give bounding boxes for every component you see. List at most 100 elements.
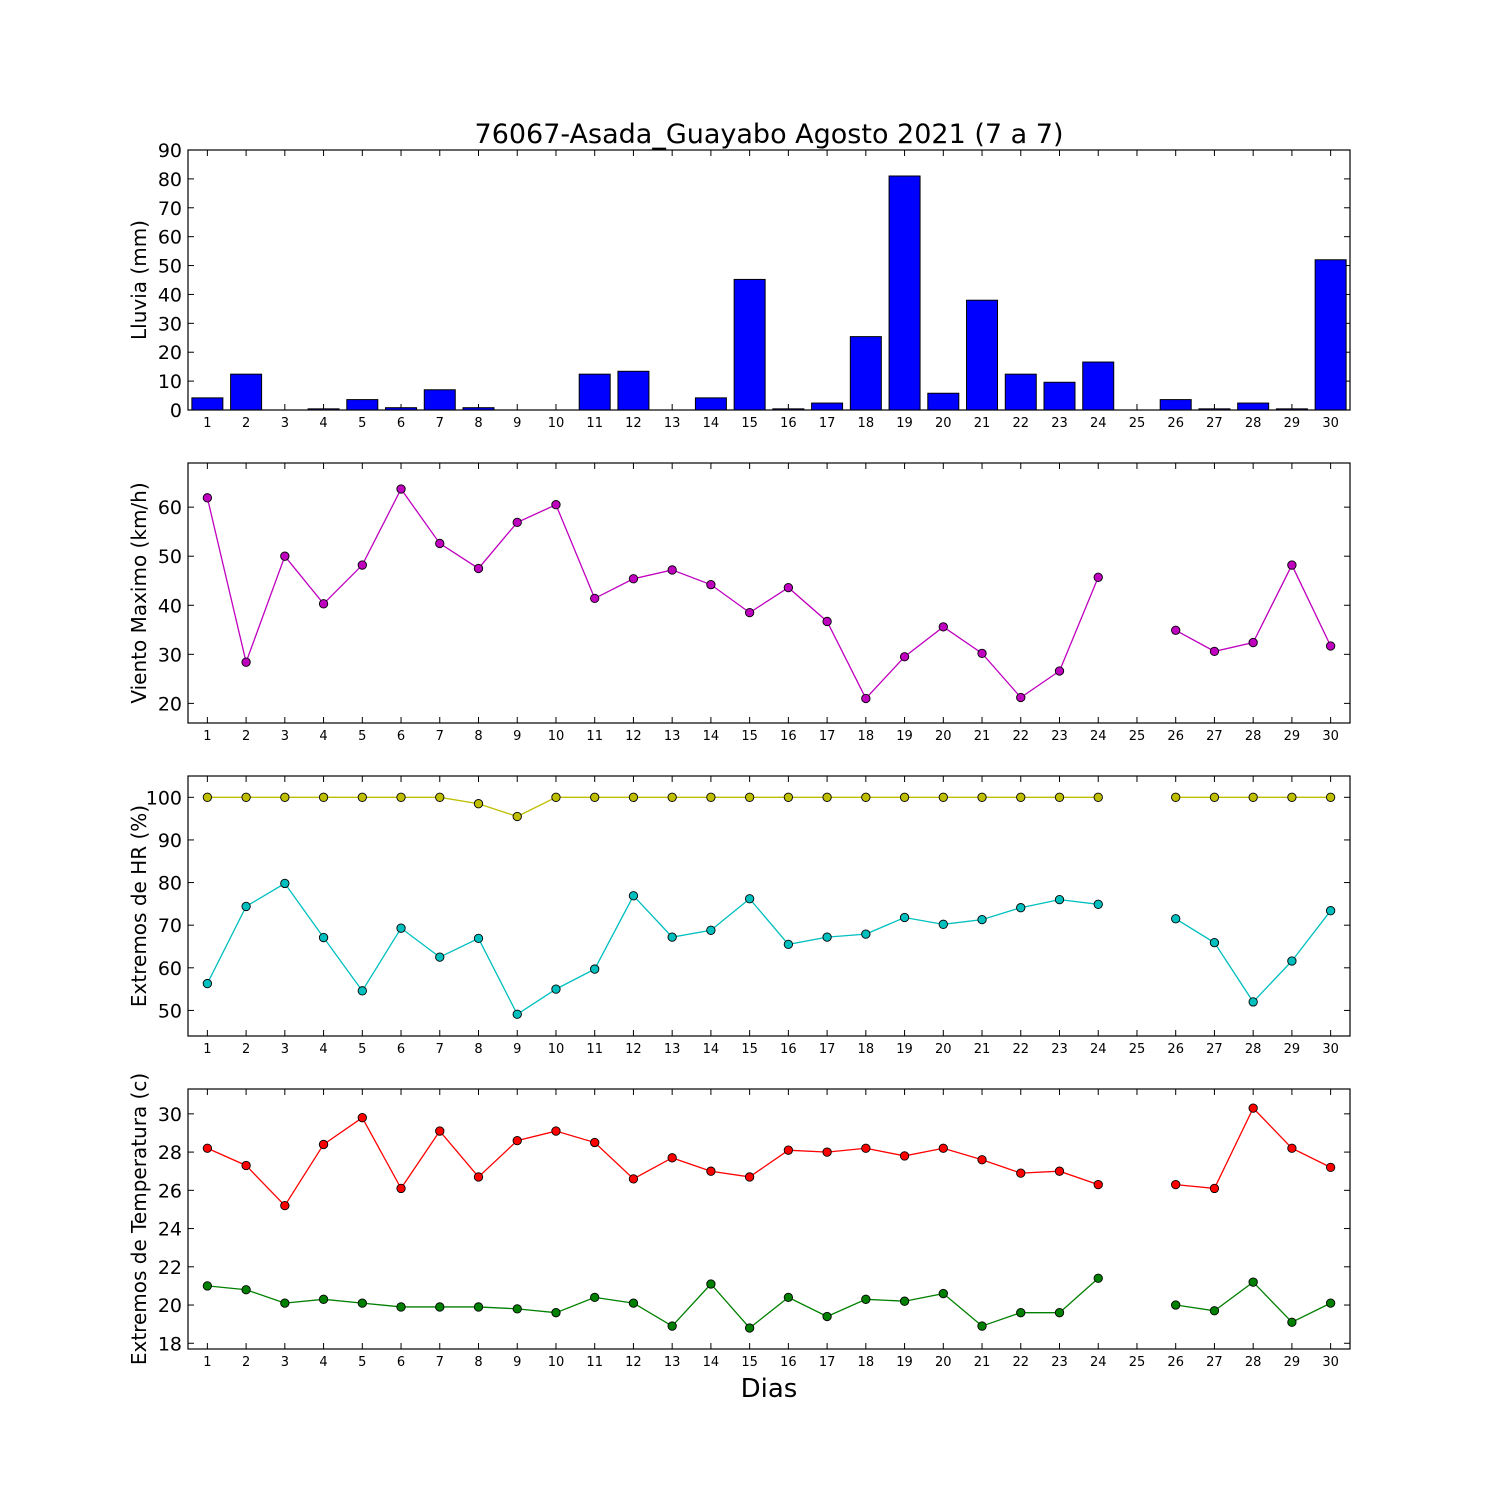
data-point	[1093, 1273, 1103, 1283]
data-point	[744, 792, 755, 802]
y-axis-label: Lluvia (mm)	[127, 220, 151, 340]
data-point	[1054, 1166, 1065, 1176]
x-tick-label: 30	[1322, 729, 1339, 744]
y-tick-label: 20	[158, 1295, 182, 1317]
data-point	[706, 580, 716, 590]
data-point	[977, 648, 987, 658]
data-point	[1209, 938, 1220, 948]
x-tick-label: 18	[858, 1042, 875, 1057]
data-point	[667, 792, 677, 802]
data-point	[280, 792, 290, 802]
x-tick-label: 25	[1129, 1042, 1146, 1057]
y-tick-label: 90	[158, 140, 182, 162]
data-point	[628, 574, 639, 584]
bar	[1198, 408, 1231, 411]
bar	[578, 373, 611, 411]
x-tick-label: 9	[513, 1355, 521, 1370]
y-tick-label: 100	[146, 787, 182, 809]
y-tick-label: 40	[158, 595, 182, 617]
data-point	[628, 891, 639, 901]
axes-frame	[187, 149, 1351, 411]
data-point	[667, 932, 677, 942]
data-point	[1016, 1308, 1026, 1318]
data-point	[628, 1298, 639, 1308]
bar	[966, 299, 999, 411]
data-point	[1016, 1168, 1026, 1178]
data-point	[551, 984, 561, 994]
y-tick-label: 20	[158, 342, 182, 364]
data-point	[783, 582, 794, 593]
x-tick-label: 1	[203, 416, 211, 431]
x-tick-label: 15	[741, 1042, 758, 1057]
data-point	[1325, 906, 1336, 916]
bar	[191, 397, 224, 411]
x-axis-label: Dias	[741, 1374, 798, 1404]
data-point	[1325, 1298, 1336, 1308]
x-tick-label: 4	[319, 1042, 327, 1057]
x-tick-label: 26	[1167, 1355, 1184, 1370]
bar	[811, 402, 844, 411]
series-line	[1175, 910, 1332, 1003]
data-point	[396, 484, 406, 494]
x-tick-label: 9	[513, 416, 521, 431]
data-point	[357, 560, 367, 570]
x-tick-label: 29	[1284, 416, 1301, 431]
x-tick-label: 2	[242, 1355, 250, 1370]
data-point	[590, 1137, 600, 1148]
y-tick-label: 70	[158, 198, 182, 220]
y-tick-label: 80	[158, 169, 182, 191]
bar	[849, 336, 882, 411]
data-point	[706, 925, 716, 935]
x-tick-label: 27	[1206, 1042, 1223, 1057]
bar	[772, 408, 805, 411]
data-point	[1248, 997, 1258, 1007]
bar	[1275, 408, 1308, 411]
y-tick-label: 70	[158, 915, 182, 937]
y-tick-label: 80	[158, 873, 182, 895]
data-point	[241, 1160, 251, 1171]
data-point	[1248, 1103, 1258, 1113]
bar	[307, 408, 340, 411]
bar	[888, 175, 921, 411]
x-tick-label: 1	[203, 729, 211, 744]
series-line	[1175, 1106, 1331, 1190]
bar	[1043, 381, 1076, 411]
bar	[733, 278, 766, 411]
x-tick-label: 5	[358, 1042, 366, 1057]
x-tick-label: 2	[242, 1042, 250, 1057]
x-tick-label: 10	[548, 1042, 565, 1057]
x-tick-label: 19	[896, 416, 913, 431]
x-tick-label: 12	[625, 1355, 642, 1370]
x-tick-label: 27	[1206, 416, 1223, 431]
series-line	[206, 487, 1099, 700]
data-point	[1016, 692, 1026, 703]
data-point	[899, 652, 910, 662]
x-tick-label: 20	[935, 729, 952, 744]
x-tick-label: 3	[281, 1042, 289, 1057]
x-tick-label: 18	[858, 416, 875, 431]
x-tick-label: 6	[397, 1355, 405, 1370]
x-tick-label: 25	[1129, 1355, 1146, 1370]
data-point	[357, 1298, 367, 1308]
series-line	[206, 882, 1099, 1016]
data-point	[202, 1143, 213, 1153]
axes-frame	[187, 1088, 1351, 1350]
data-point	[473, 1302, 484, 1312]
data-point	[241, 792, 251, 802]
data-point	[473, 563, 484, 574]
data-point	[667, 1153, 677, 1163]
data-point	[899, 1296, 910, 1306]
data-point	[938, 622, 948, 632]
data-point	[1016, 903, 1026, 913]
data-point	[241, 657, 251, 667]
x-tick-label: 19	[896, 729, 913, 744]
x-tick-label: 18	[858, 729, 875, 744]
data-point	[318, 792, 329, 802]
bar	[346, 399, 379, 411]
x-tick-label: 10	[548, 729, 565, 744]
x-tick-label: 11	[586, 1355, 603, 1370]
data-point	[590, 1292, 600, 1303]
data-point	[473, 933, 484, 944]
